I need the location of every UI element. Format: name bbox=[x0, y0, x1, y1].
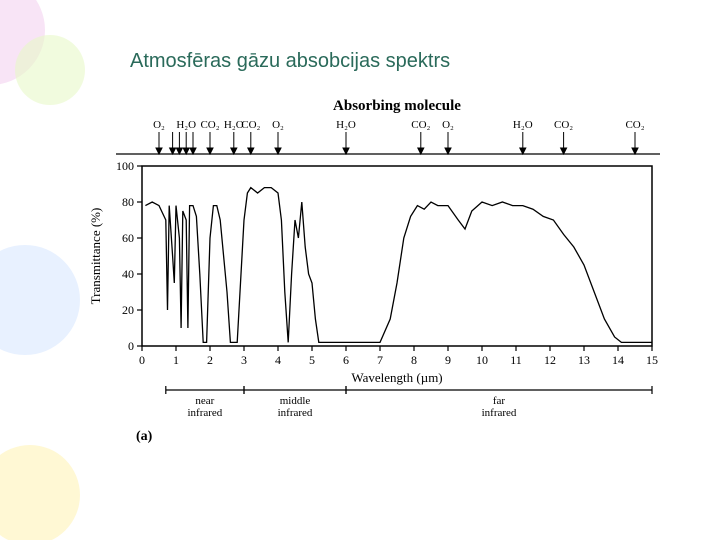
x-tick-label: 2 bbox=[207, 353, 213, 367]
y-tick-label: 100 bbox=[116, 159, 134, 173]
x-tick-label: 10 bbox=[476, 353, 488, 367]
x-tick-label: 8 bbox=[411, 353, 417, 367]
x-tick-label: 7 bbox=[377, 353, 383, 367]
molecule-label: O₂ bbox=[442, 119, 454, 131]
arrowhead-icon bbox=[248, 148, 254, 154]
molecule-label: CO₂ bbox=[554, 119, 573, 131]
y-axis-label: Transmittance (%) bbox=[88, 208, 103, 305]
arrowhead-icon bbox=[176, 148, 182, 154]
x-tick-label: 4 bbox=[275, 353, 281, 367]
arrowhead-icon bbox=[231, 148, 237, 154]
arrowhead-icon bbox=[275, 148, 281, 154]
arrowhead-icon bbox=[343, 148, 349, 154]
molecule-label: CO₂ bbox=[200, 119, 219, 131]
arrowhead-icon bbox=[183, 148, 189, 154]
x-tick-label: 0 bbox=[139, 353, 145, 367]
molecule-header: Absorbing molecule bbox=[333, 98, 461, 114]
decorative-circle bbox=[0, 445, 80, 540]
x-tick-label: 14 bbox=[612, 353, 624, 367]
decorative-circle bbox=[0, 0, 45, 85]
y-tick-label: 20 bbox=[122, 303, 134, 317]
x-tick-label: 5 bbox=[309, 353, 315, 367]
x-tick-label: 1 bbox=[173, 353, 179, 367]
x-axis-label: Wavelength (µm) bbox=[351, 370, 442, 385]
ir-region-label: infrared bbox=[482, 407, 517, 419]
molecule-label: CO₂ bbox=[625, 119, 644, 131]
ir-region-label: infrared bbox=[278, 407, 313, 419]
x-tick-label: 6 bbox=[343, 353, 349, 367]
arrowhead-icon bbox=[418, 148, 424, 154]
molecule-label: H₂O bbox=[176, 119, 196, 131]
molecule-label: CO₂ bbox=[411, 119, 430, 131]
x-tick-label: 11 bbox=[510, 353, 522, 367]
molecule-label: H₂O bbox=[336, 119, 356, 131]
y-tick-label: 0 bbox=[128, 339, 134, 353]
arrowhead-icon bbox=[156, 148, 162, 154]
chart-canvas: Absorbing molecule O₂ H₂O CO₂ H₂O CO₂ O₂ H₂O CO₂… bbox=[82, 96, 672, 456]
page-title: Atmosfēras gāzu absobcijas spektrs bbox=[130, 50, 450, 73]
molecule-label: O₂ bbox=[272, 119, 284, 131]
molecule-label: CO₂ bbox=[241, 119, 260, 131]
absorption-spectrum-chart: Absorbing molecule O₂ H₂O CO₂ H₂O CO₂ O₂ H₂O CO₂… bbox=[82, 96, 672, 456]
ir-region-label: far bbox=[493, 395, 506, 407]
molecule-label: O₂ bbox=[153, 119, 165, 131]
decorative-circle bbox=[0, 245, 80, 355]
arrowhead-icon bbox=[632, 148, 638, 154]
arrowhead-icon bbox=[445, 148, 451, 154]
y-tick-label: 40 bbox=[122, 267, 134, 281]
arrowhead-icon bbox=[190, 148, 196, 154]
ir-region-label: middle bbox=[280, 395, 311, 407]
y-tick-label: 60 bbox=[122, 231, 134, 245]
ir-region-label: near bbox=[195, 395, 214, 407]
ir-region-label: infrared bbox=[187, 407, 222, 419]
decorative-circle bbox=[15, 35, 85, 105]
arrowhead-icon bbox=[520, 148, 526, 154]
x-tick-label: 9 bbox=[445, 353, 451, 367]
y-tick-label: 80 bbox=[122, 195, 134, 209]
molecule-label: H₂O bbox=[513, 119, 533, 131]
plot-frame bbox=[142, 166, 652, 346]
transmittance-curve bbox=[145, 188, 652, 343]
x-tick-label: 13 bbox=[578, 353, 590, 367]
panel-label: (a) bbox=[136, 429, 153, 444]
x-tick-label: 3 bbox=[241, 353, 247, 367]
arrowhead-icon bbox=[561, 148, 567, 154]
x-tick-label: 12 bbox=[544, 353, 556, 367]
arrowhead-icon bbox=[170, 148, 176, 154]
arrowhead-icon bbox=[207, 148, 213, 154]
x-tick-label: 15 bbox=[646, 353, 658, 367]
